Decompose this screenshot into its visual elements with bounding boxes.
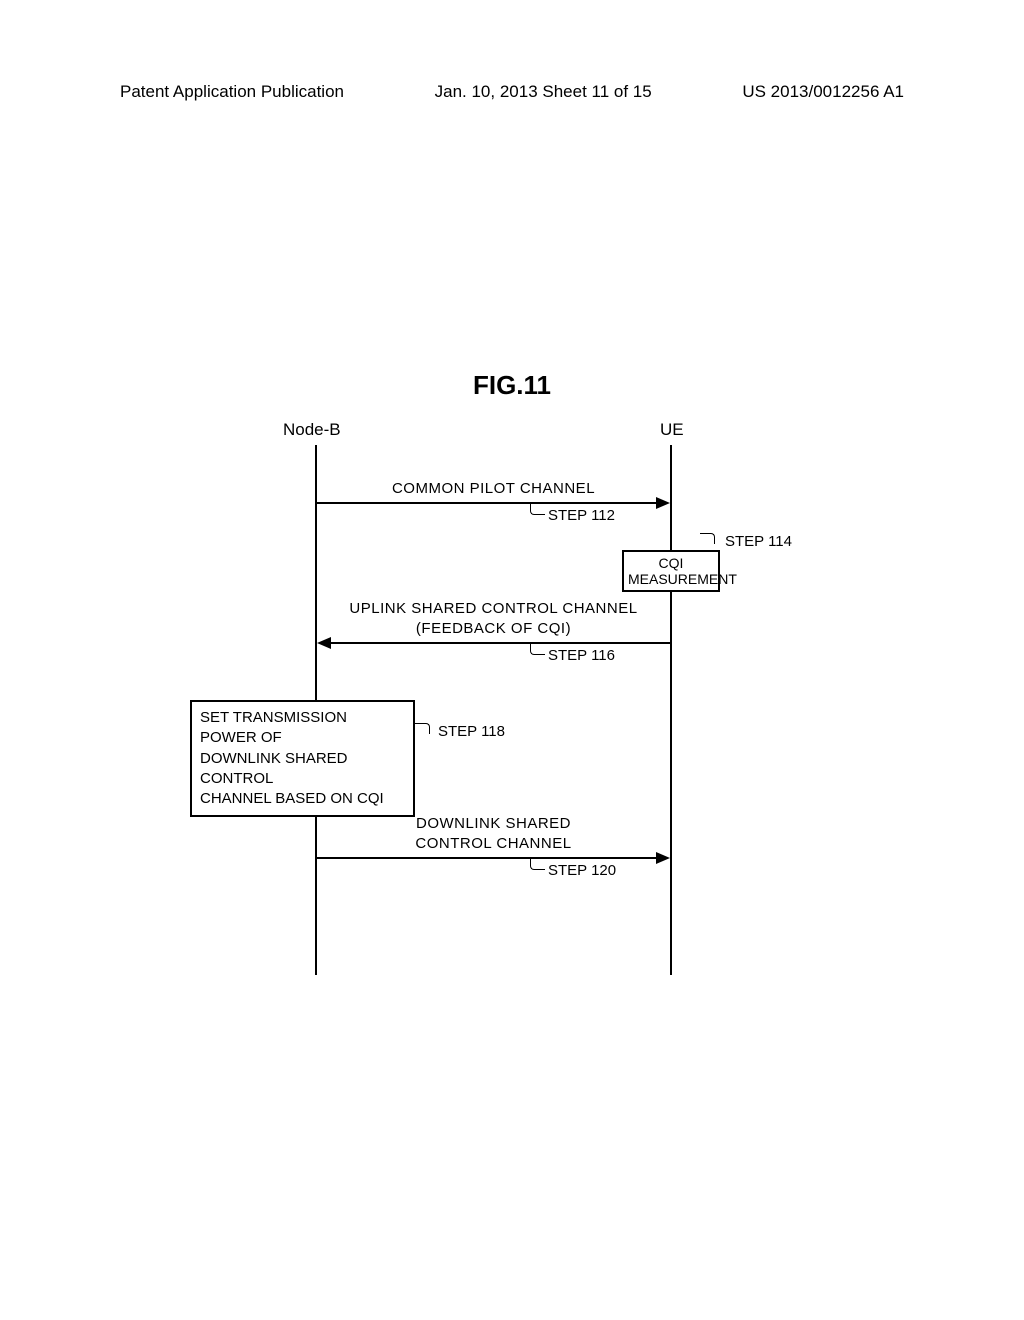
msg-uplink-line1: UPLINK SHARED CONTROL CHANNEL xyxy=(317,600,670,617)
arrow-msg2 xyxy=(330,642,670,644)
step-116-label: STEP 116 xyxy=(548,647,615,664)
figure-title: FIG.11 xyxy=(0,370,1024,401)
connector-step112 xyxy=(530,504,545,515)
actor-node-b: Node-B xyxy=(283,420,341,440)
msg-downlink-line2: CONTROL CHANNEL xyxy=(317,835,670,852)
tx-line2: DOWNLINK SHARED CONTROL xyxy=(200,749,405,790)
box-cqi-measurement: CQI MEASUREMENT xyxy=(622,550,720,592)
actor-ue: UE xyxy=(660,420,684,440)
cqi-text: CQI MEASUREMENT xyxy=(628,555,737,587)
step-118-label: STEP 118 xyxy=(438,723,505,740)
connector-step116 xyxy=(530,644,545,655)
header-center: Jan. 10, 2013 Sheet 11 of 15 xyxy=(435,82,652,102)
msg-uplink-line2: (FEEDBACK OF CQI) xyxy=(317,620,670,637)
header-right: US 2013/0012256 A1 xyxy=(742,82,904,102)
box-set-tx-power: SET TRANSMISSION POWER OF DOWNLINK SHARE… xyxy=(190,700,415,817)
arrowhead-msg1 xyxy=(656,497,670,509)
arrowhead-msg2 xyxy=(317,637,331,649)
tx-line1: SET TRANSMISSION POWER OF xyxy=(200,708,405,749)
arrow-msg3 xyxy=(317,857,657,859)
step-112-label: STEP 112 xyxy=(548,507,615,524)
connector-step118 xyxy=(415,723,430,734)
msg-common-pilot: COMMON PILOT CHANNEL xyxy=(317,480,670,497)
arrowhead-msg3 xyxy=(656,852,670,864)
page-header: Patent Application Publication Jan. 10, … xyxy=(0,82,1024,102)
lifeline-ue xyxy=(670,445,672,975)
connector-step114 xyxy=(700,533,715,544)
connector-step120 xyxy=(530,859,545,870)
tx-line3: CHANNEL BASED ON CQI xyxy=(200,789,405,809)
step-120-label: STEP 120 xyxy=(548,862,616,879)
step-114-label: STEP 114 xyxy=(725,533,792,550)
header-left: Patent Application Publication xyxy=(120,82,344,102)
msg-downlink-line1: DOWNLINK SHARED xyxy=(317,815,670,832)
arrow-msg1 xyxy=(317,502,657,504)
